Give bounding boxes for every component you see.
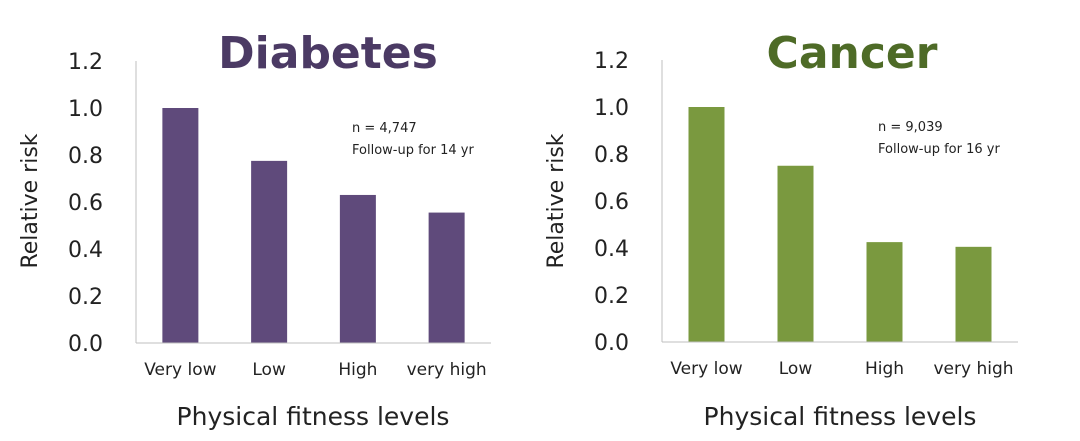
y-tick-labels: 0.0 0.2 0.4 0.6 0.8 1.0 1.2 <box>68 50 103 357</box>
y-axis-title: Relative risk <box>18 133 43 268</box>
x-tick-label: very high <box>407 360 487 380</box>
y-tick-label: 0.8 <box>68 144 103 169</box>
x-tick-label: High <box>865 359 904 379</box>
y-tick-labels: 0.0 0.2 0.4 0.6 0.8 1.0 1.2 <box>594 49 629 356</box>
y-tick-label: 0.0 <box>68 332 103 357</box>
x-tick-label: Low <box>252 360 286 380</box>
bar <box>428 212 465 343</box>
bar <box>777 165 814 342</box>
y-tick-label: 1.2 <box>594 49 629 74</box>
cancer-chart: Cancer Relative risk Physical fitness le… <box>544 28 1018 431</box>
bar <box>251 160 288 343</box>
diabetes-chart: Diabetes Relative risk Physical fitness … <box>18 28 491 431</box>
y-axis-title: Relative risk <box>544 133 569 268</box>
x-tick-label: very high <box>933 359 1013 379</box>
bar <box>955 246 992 342</box>
follow-up-note: Follow-up for 16 yr <box>878 142 1000 157</box>
y-tick-label: 0.0 <box>594 331 629 356</box>
x-tick-label: Low <box>779 359 813 379</box>
y-tick-label: 1.0 <box>68 97 103 122</box>
sample-size-note: n = 9,039 <box>878 120 943 135</box>
sample-size-note: n = 4,747 <box>352 121 417 136</box>
bars <box>162 108 465 343</box>
bar <box>162 108 199 343</box>
x-tick-label: Very low <box>144 360 216 380</box>
x-tick-label: Very low <box>670 359 742 379</box>
bar <box>339 194 376 343</box>
y-tick-label: 0.6 <box>594 190 629 215</box>
y-tick-label: 0.2 <box>68 285 103 310</box>
bar <box>688 107 725 342</box>
y-tick-label: 0.2 <box>594 284 629 309</box>
y-tick-label: 0.8 <box>594 143 629 168</box>
follow-up-note: Follow-up for 14 yr <box>352 143 474 158</box>
x-axis-title: Physical fitness levels <box>704 402 977 431</box>
x-axis-title: Physical fitness levels <box>177 402 450 431</box>
x-tick-labels: Very low Low High very high <box>144 360 486 380</box>
x-tick-labels: Very low Low High very high <box>670 359 1013 379</box>
y-tick-label: 1.2 <box>68 50 103 75</box>
bar <box>866 242 903 342</box>
y-tick-label: 0.6 <box>68 191 103 216</box>
chart-title: Diabetes <box>218 28 438 79</box>
chart-title: Cancer <box>767 28 938 79</box>
y-tick-label: 0.4 <box>68 238 103 263</box>
y-tick-label: 1.0 <box>594 96 629 121</box>
y-tick-label: 0.4 <box>594 237 629 262</box>
bars <box>688 107 992 342</box>
x-tick-label: High <box>338 360 377 380</box>
